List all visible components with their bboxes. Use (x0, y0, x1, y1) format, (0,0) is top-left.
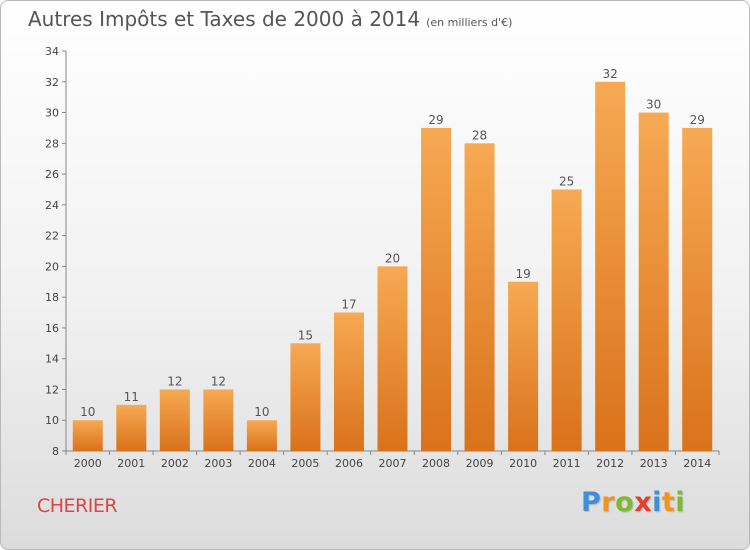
bar (551, 189, 582, 451)
bar (290, 343, 321, 451)
logo-letter: t (661, 487, 676, 518)
data-label: 29 (690, 113, 705, 127)
bar (203, 389, 234, 451)
data-label: 32 (603, 67, 618, 81)
y-tick-label: 22 (45, 230, 59, 243)
x-tick-label: 2012 (596, 457, 624, 470)
y-tick-label: 16 (45, 322, 59, 335)
y-tick-label: 24 (45, 199, 59, 212)
x-tick-label: 2011 (553, 457, 581, 470)
logo-letter: P (581, 487, 602, 518)
x-tick-label: 2008 (422, 457, 450, 470)
x-tick-label: 2010 (509, 457, 537, 470)
y-tick-label: 10 (45, 414, 59, 427)
data-label: 17 (341, 298, 356, 312)
y-tick-label: 8 (52, 445, 59, 458)
logo-letter: i (675, 487, 686, 518)
data-label: 12 (167, 374, 182, 388)
bar (72, 420, 103, 451)
bar (464, 143, 495, 452)
x-tick-label: 2007 (379, 457, 407, 470)
x-tick-label: 2009 (466, 457, 494, 470)
commune-name: CHERIER (37, 495, 118, 517)
data-label: 29 (428, 113, 443, 127)
bars (72, 81, 713, 452)
x-tick-label: 2004 (248, 457, 276, 470)
logo-letter: x (634, 487, 653, 518)
bar (638, 112, 669, 452)
x-tick-label: 2005 (291, 457, 319, 470)
x-tick-label: 2003 (204, 457, 232, 470)
y-tick-label: 12 (45, 383, 59, 396)
x-tick-label: 2014 (683, 457, 711, 470)
bar (595, 81, 626, 452)
bar (333, 312, 364, 451)
chart-title: Autres Impôts et Taxes de 2000 à 2014 (en… (28, 7, 512, 31)
logo-letter: r (601, 487, 616, 518)
data-labels: 10 11 12 12 10 15 17 20 29 28 19 25 32 30 29 (80, 67, 705, 419)
data-label: 28 (472, 128, 487, 142)
x-tick-label: 2002 (161, 457, 189, 470)
x-tick-label: 2001 (117, 457, 145, 470)
data-label: 10 (254, 405, 269, 419)
title-main: Autres Impôts et Taxes de 2000 à 2014 (28, 7, 421, 31)
axes: 8 10 12 14 16 18 20 22 24 26 28 30 32 34 2000 2001 2002 2… (45, 45, 720, 470)
y-tick-label: 34 (45, 45, 59, 58)
bar (508, 281, 539, 451)
bar (116, 404, 147, 451)
proxiti-logo[interactable]: Proxiti (581, 487, 685, 518)
logo-letter: o (615, 487, 635, 518)
y-tick-label: 28 (45, 137, 59, 150)
y-tick-label: 32 (45, 76, 59, 89)
data-label: 20 (385, 251, 400, 265)
x-tick-label: 2000 (74, 457, 102, 470)
bar (377, 266, 408, 451)
y-tick-label: 26 (45, 168, 59, 181)
bar (682, 127, 713, 451)
y-tick-label: 14 (45, 353, 59, 366)
data-label: 11 (124, 390, 139, 404)
data-label: 15 (298, 328, 313, 342)
bar (421, 127, 452, 451)
x-tick-label: 2013 (640, 457, 668, 470)
y-tick-label: 20 (45, 260, 59, 273)
bar (246, 420, 277, 451)
data-label: 25 (559, 174, 574, 188)
title-unit: (en milliers d'€) (426, 16, 513, 29)
data-label: 10 (80, 405, 95, 419)
bar (159, 389, 190, 451)
y-tick-label: 30 (45, 107, 59, 120)
data-label: 30 (646, 98, 661, 112)
y-tick-label: 18 (45, 291, 59, 304)
data-label: 19 (515, 267, 530, 281)
logo-letter: i (652, 487, 662, 518)
x-tick-label: 2006 (335, 457, 363, 470)
data-label: 12 (211, 374, 226, 388)
